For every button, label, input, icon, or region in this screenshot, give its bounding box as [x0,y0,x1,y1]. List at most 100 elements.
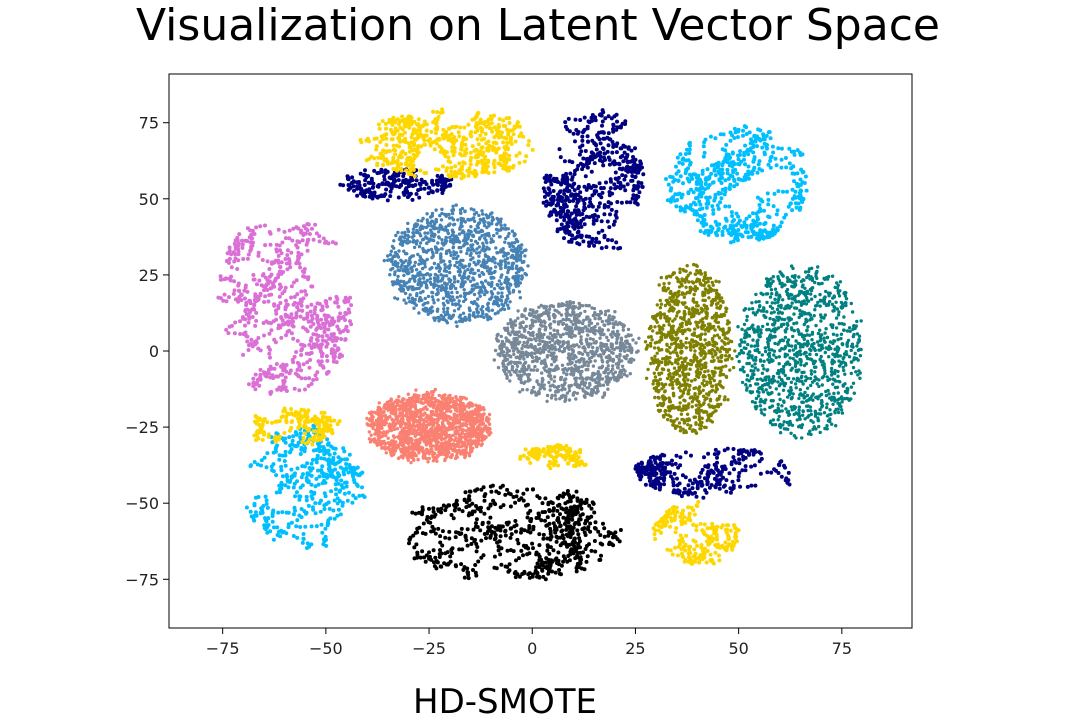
data-point [564,377,568,381]
data-point [420,428,424,432]
data-point [503,280,507,285]
data-point [562,371,566,375]
data-point [410,268,414,273]
data-point [622,345,626,350]
data-point [435,287,440,292]
data-point [727,355,731,359]
data-point [507,353,511,358]
data-point [850,310,855,314]
data-point [707,373,711,377]
data-point [602,393,607,397]
data-point [411,423,416,428]
data-point [761,363,765,368]
data-point [417,311,421,315]
data-point [533,351,537,356]
data-point [714,288,719,293]
data-point [424,447,429,452]
data-point [520,274,524,278]
data-point [451,442,456,446]
data-point [410,235,414,239]
data-point [442,417,446,421]
data-point [727,326,731,330]
data-point [716,325,721,329]
data-point [701,365,706,369]
data-point [610,335,614,339]
data-point [548,340,552,344]
data-point [682,329,686,333]
data-point [473,410,478,414]
data-point [482,437,487,441]
data-point [692,307,697,312]
data-point [693,272,698,276]
data-point [452,438,457,443]
data-point [691,314,695,319]
data-point [410,396,414,400]
data-point [653,375,658,379]
data-point [698,337,703,341]
data-point [513,332,518,337]
data-point [425,424,429,428]
data-point [667,281,671,285]
data-point [591,345,595,350]
data-point [436,280,440,284]
data-point [449,316,453,321]
data-point [611,364,615,368]
data-point [458,240,462,244]
data-point [477,404,482,408]
data-point [614,341,619,345]
data-point [406,272,410,276]
data-point [462,413,467,418]
data-point [597,366,602,370]
data-point [573,326,578,330]
data-point [696,325,700,329]
data-point [426,231,430,235]
data-point [439,433,443,438]
data-point [538,342,542,346]
data-point [669,342,674,346]
data-point [553,332,557,337]
data-point [710,336,715,341]
data-point [663,389,667,393]
data-point [643,340,648,344]
data-point [422,237,426,241]
data-point [479,280,484,284]
data-point [521,320,525,324]
data-point [535,379,539,383]
data-point [792,321,796,326]
data-point [583,390,587,394]
data-point [669,378,673,382]
data-point [694,431,699,435]
data-point [503,366,508,370]
data-point [441,413,446,418]
data-point [687,341,692,345]
data-point [658,306,663,310]
data-point [510,364,515,369]
data-point [477,432,481,436]
data-point [454,436,458,440]
data-point [504,227,508,231]
data-point [408,406,412,411]
data-point [814,323,818,328]
data-point [660,387,664,391]
data-point [402,430,406,435]
data-point [672,299,676,304]
data-point [511,244,515,249]
data-point [693,327,697,331]
data-point [685,412,690,416]
data-point [532,314,536,319]
data-point [505,376,509,380]
data-point [684,341,688,345]
data-point [478,236,482,240]
data-point [508,379,512,383]
data-point [444,235,448,240]
data-point [602,370,606,375]
data-point [434,447,438,451]
data-point [659,335,663,340]
data-point [413,297,417,302]
data-point [490,222,494,226]
data-point [661,327,665,331]
data-point [593,316,597,321]
data-point [692,415,696,419]
data-point [417,427,421,431]
data-point [538,387,542,391]
